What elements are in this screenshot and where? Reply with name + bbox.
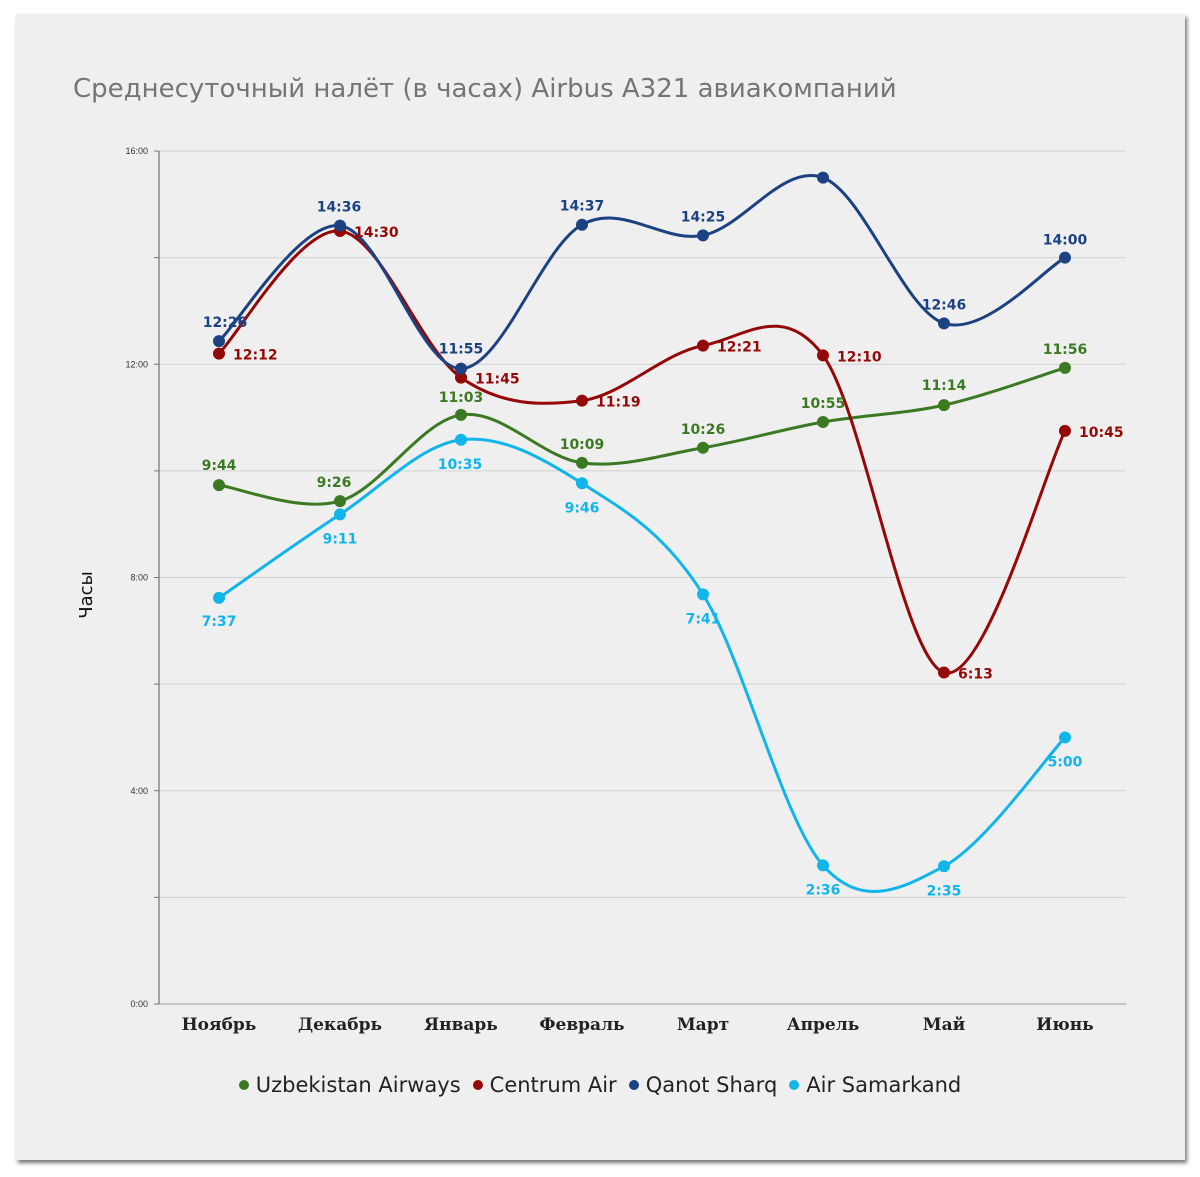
data-point [334, 219, 346, 232]
legend-label: Uzbekistan Airways [255, 1073, 461, 1097]
chart-card [16, 14, 1185, 1160]
data-label: 9:11 [323, 531, 358, 547]
data-label: 2:35 [927, 883, 962, 899]
data-point [938, 666, 950, 679]
data-point [455, 362, 467, 375]
data-label: 12:12 [233, 348, 278, 364]
data-point [213, 591, 225, 604]
y-tick-label: 16:00 [125, 146, 148, 156]
data-label: 11:19 [596, 395, 641, 411]
data-point [576, 394, 588, 407]
y-tick-label: 4:00 [130, 786, 148, 796]
data-point [1059, 251, 1071, 264]
data-point [455, 371, 467, 384]
legend-label: Air Samarkand [806, 1073, 962, 1097]
series-line [217, 437, 1067, 893]
data-point [1059, 731, 1071, 744]
data-label: 14:00 [1043, 233, 1088, 249]
x-tick-label: Февраль [539, 1015, 624, 1035]
data-point [455, 433, 467, 446]
data-point [334, 508, 346, 521]
data-label: 12:26 [203, 315, 248, 331]
legend-item[interactable]: Air Samarkand [789, 1073, 961, 1097]
data-point [697, 588, 709, 601]
legend-marker-icon [472, 1080, 483, 1090]
series-line [217, 366, 1067, 506]
data-label: 11:56 [1043, 342, 1088, 358]
data-label: 10:35 [438, 457, 483, 473]
x-tick-label: Январь [424, 1015, 498, 1035]
data-point [213, 335, 225, 348]
y-tick-label: 8:00 [130, 573, 148, 583]
data-point [817, 859, 829, 872]
data-label: 11:55 [439, 342, 484, 358]
legend-item[interactable]: Qanot Sharq [628, 1073, 778, 1097]
data-point [697, 229, 709, 242]
x-tick-label: Май [923, 1015, 966, 1035]
data-label: 12:10 [837, 349, 882, 365]
data-label: 14:37 [560, 199, 605, 215]
data-point [817, 171, 829, 184]
data-label: 11:45 [475, 372, 520, 388]
legend-label: Centrum Air [489, 1073, 617, 1097]
data-point [697, 339, 709, 352]
data-label: 10:55 [801, 396, 846, 412]
y-axis-title: Часы [76, 571, 97, 618]
legend: Uzbekistan Airways Centrum Air Qanot Sharq… [0, 1073, 1200, 1097]
data-label: 11:14 [922, 378, 967, 394]
data-point [576, 218, 588, 231]
x-tick-label: Март [677, 1015, 729, 1035]
data-point [817, 415, 829, 428]
x-tick-label: Ноябрь [182, 1015, 257, 1035]
data-point [213, 347, 225, 360]
data-point [576, 456, 588, 469]
data-point [213, 479, 225, 492]
data-label: 14:30 [354, 225, 399, 241]
data-point [938, 860, 950, 873]
data-point [817, 349, 829, 362]
data-label: 7:41 [686, 611, 721, 627]
data-point [1059, 361, 1071, 374]
data-label: 9:46 [565, 500, 600, 516]
y-tick-label: 0:00 [130, 999, 148, 1009]
legend-marker-icon [628, 1080, 639, 1090]
data-point [576, 477, 588, 490]
data-point [334, 495, 346, 508]
data-point [1059, 424, 1071, 437]
data-label: 11:03 [439, 390, 484, 406]
data-label: 12:46 [922, 297, 967, 313]
data-label: 10:09 [560, 437, 605, 453]
data-point [938, 399, 950, 412]
legend-marker-icon [789, 1080, 800, 1090]
data-point [697, 441, 709, 454]
x-tick-label: Июнь [1036, 1015, 1093, 1035]
data-label: 14:25 [681, 209, 726, 225]
data-label: 5:00 [1048, 754, 1083, 770]
data-label: 12:21 [717, 340, 762, 356]
series-line [217, 174, 1067, 371]
x-tick-label: Декабрь [298, 1015, 382, 1035]
data-label: 9:26 [317, 475, 352, 491]
data-label: 10:45 [1079, 425, 1124, 441]
data-point [455, 408, 467, 421]
data-label: 2:36 [806, 882, 841, 898]
y-tick-label: 12:00 [125, 359, 148, 369]
data-label: 14:36 [317, 200, 362, 216]
data-label: 10:26 [681, 422, 726, 438]
data-point [938, 317, 950, 330]
legend-marker-icon [238, 1080, 249, 1090]
legend-item[interactable]: Uzbekistan Airways [238, 1073, 461, 1097]
data-label: 6:13 [958, 667, 993, 683]
data-label: 9:44 [202, 458, 237, 474]
chart-title: Среднесуточный налёт (в часах) Airbus A3… [73, 74, 897, 104]
legend-item[interactable]: Centrum Air [472, 1073, 617, 1097]
legend-label: Qanot Sharq [645, 1073, 778, 1097]
data-label: 7:37 [202, 614, 237, 630]
x-tick-label: Апрель [787, 1015, 860, 1035]
